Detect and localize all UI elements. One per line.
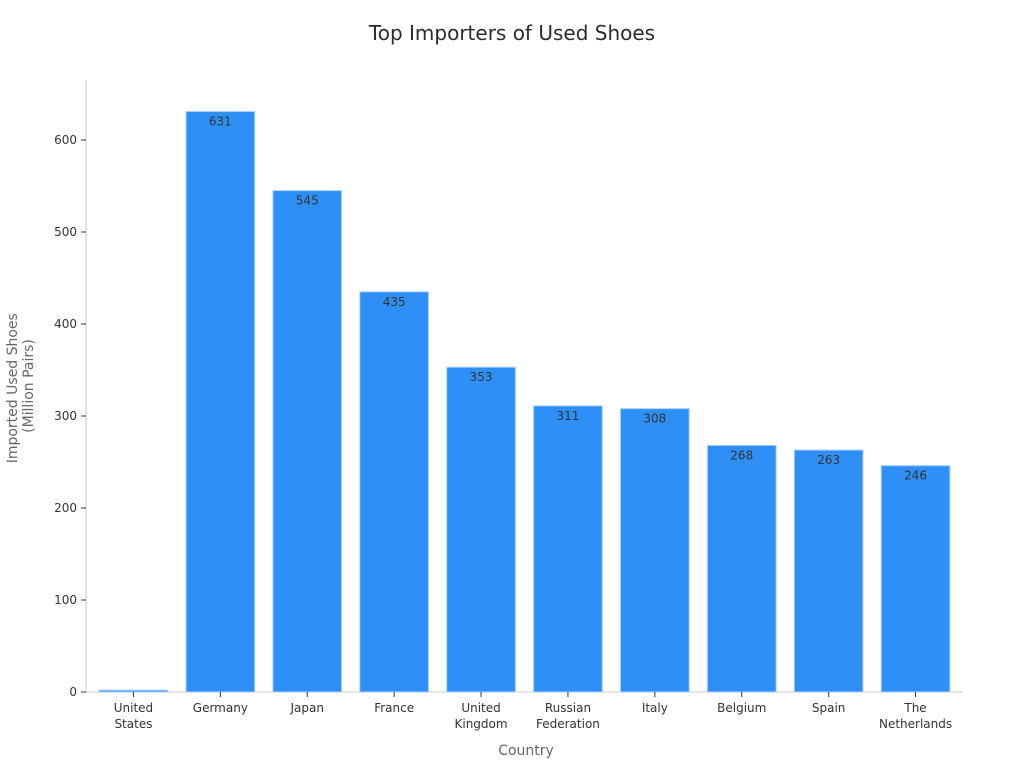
bar [706,444,777,693]
y-tick-label: 600 [54,133,77,147]
x-tick-label: Belgium [717,701,766,715]
x-tick-label: Spain [812,701,846,715]
x-axis-title: Country [498,743,554,759]
y-tick-label: 100 [54,593,77,607]
bar [185,110,256,693]
bar-data-label: 353 [470,370,493,384]
x-tick-label: The Netherlands [879,701,952,731]
y-axis-ticks: 0 100 200 300 400 500 600 [54,133,86,699]
x-tick-label: United Kingdom [455,701,508,731]
x-axis-tick-labels: United States Germany Japan France United King… [114,692,952,731]
x-tick-label: France [374,701,414,715]
bar [98,689,169,693]
y-axis-title-line-1: Imported Used Shoes [5,313,21,463]
bar [620,408,690,693]
bar-data-label: 631 [209,114,232,128]
bar-data-label: 308 [643,412,666,426]
y-tick-label: 0 [69,685,77,699]
bar [359,291,429,693]
x-tick-label: Germany [193,701,248,715]
bar-data-label: 246 [904,469,927,483]
bar [446,366,516,693]
y-tick-label: 500 [54,225,77,239]
chart-title: Top Importers of Used Shoes [368,21,655,45]
x-tick-label: Japan [290,701,324,715]
y-axis-title-line-2: (Million Pairs) [21,339,37,433]
bar [793,449,864,693]
data-labels: 631 545 435 353 311 308 268 263 246 [209,114,927,482]
bar-data-label: 435 [383,295,406,309]
bar-data-label: 311 [556,409,579,423]
bar-data-label: 545 [296,194,319,208]
bar-data-label: 263 [817,453,840,467]
x-tick-label: United States [114,701,153,731]
bar-data-label: 268 [730,448,753,462]
bar [272,190,343,693]
y-tick-label: 200 [54,501,77,515]
x-tick-label: Italy [642,701,668,715]
y-tick-label: 400 [54,317,77,331]
bar [880,465,951,693]
bars [98,110,951,693]
y-tick-label: 300 [54,409,77,423]
y-axis-title: Imported Used Shoes (Million Pairs) [5,309,37,464]
svg-text:Imported Used Shoes (Mil: Imported Used Shoes (Million Pairs) [5,309,37,464]
x-tick-label: Russian Federation [536,701,600,731]
bar [533,405,603,693]
